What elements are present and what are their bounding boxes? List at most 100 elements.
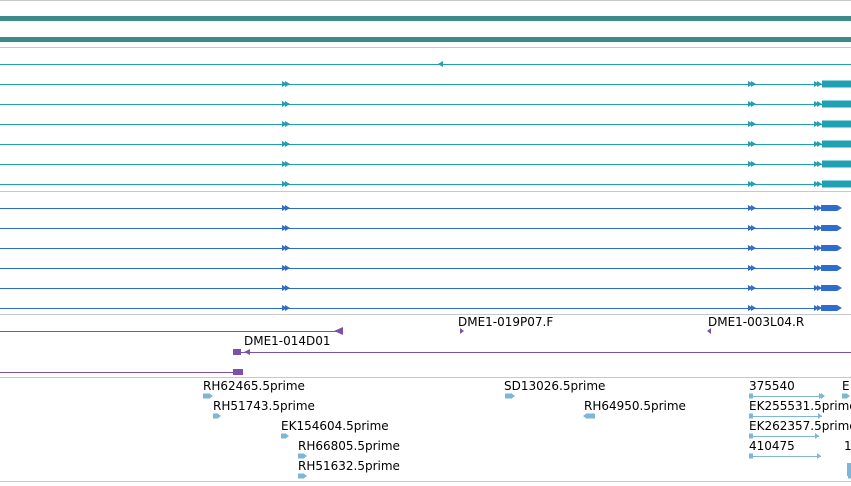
exon-arrow-mark: [244, 349, 250, 355]
exon-arrow-mark: [285, 101, 290, 107]
est-label[interactable]: RH66805.5prime: [298, 439, 400, 453]
exon-arrow-mark: [748, 245, 753, 251]
exon-arrow-mark: [303, 473, 307, 479]
exon-arrow-mark: [837, 285, 842, 291]
exon-arrow-mark: [817, 141, 822, 147]
exon-arrow-mark: [748, 285, 753, 291]
exon-arrow-mark: [748, 101, 753, 107]
est-label[interactable]: EK262357.5prime: [749, 419, 851, 433]
exon-arrow-mark: [837, 205, 842, 211]
est-label[interactable]: SD13026.5prime: [504, 379, 605, 393]
est-label[interactable]: EK154604.5prime: [281, 419, 389, 433]
exon-arrow-mark: [748, 265, 753, 271]
exon-arrow-mark: [282, 141, 287, 147]
exon-block: [821, 305, 837, 311]
exon-arrow-mark: [285, 81, 290, 87]
exon-arrow-mark: [846, 393, 850, 399]
est-label[interactable]: EK255531.5prime: [749, 399, 851, 413]
exon-arrow-mark: [751, 245, 756, 251]
exon-arrow-mark: [282, 285, 287, 291]
exon-arrow-mark: [285, 181, 290, 187]
exon-block: [821, 265, 837, 271]
exon-arrow-mark: [814, 141, 819, 147]
exon-arrow-mark: [748, 181, 753, 187]
est-label[interactable]: 375540: [749, 379, 795, 393]
exon-block: [821, 245, 837, 251]
clone-label[interactable]: DME1-014D01: [244, 334, 331, 348]
exon-arrow-mark: [814, 205, 819, 211]
clone-end-mark: [233, 349, 241, 355]
exon-arrow-mark: [285, 121, 290, 127]
exon-arrow-mark: [751, 225, 756, 231]
exon-arrow-mark: [818, 413, 822, 419]
est-label[interactable]: 1: [844, 439, 851, 453]
exon-arrow-mark: [583, 413, 587, 419]
exon-arrow-mark: [707, 328, 711, 334]
exon-arrow-mark: [817, 121, 822, 127]
exon-arrow-mark: [814, 305, 819, 311]
exon-arrow-mark: [217, 413, 221, 419]
exon-arrow-mark: [814, 181, 819, 187]
exon-block: [822, 100, 851, 108]
clone-label[interactable]: DME1-003L04.R: [708, 315, 804, 329]
est-label[interactable]: RH62465.5prime: [203, 379, 305, 393]
exon-arrow-mark: [814, 121, 819, 127]
exon-arrow-mark: [751, 265, 756, 271]
exon-arrow-mark: [285, 161, 290, 167]
exon-arrow-mark: [285, 141, 290, 147]
exon-block: [822, 180, 851, 188]
est-label[interactable]: RH51743.5prime: [213, 399, 315, 413]
exon-arrow-mark: [748, 121, 753, 127]
est-label[interactable]: RH64950.5prime: [584, 399, 686, 413]
exon-arrow-mark: [814, 285, 819, 291]
exon-block: [822, 160, 851, 168]
est-block: [298, 453, 303, 459]
exon-arrow-mark: [282, 121, 287, 127]
gene-bar: [0, 16, 851, 21]
exon-arrow-mark: [751, 121, 756, 127]
exon-arrow-mark: [282, 265, 287, 271]
clone-end-mark: [233, 369, 243, 375]
exon-arrow-mark: [817, 285, 822, 291]
exon-block: [822, 80, 851, 88]
est-block: [298, 473, 303, 479]
exon-arrow-mark: [282, 101, 287, 107]
exon-arrow-mark: [282, 225, 287, 231]
exon-arrow-mark: [814, 245, 819, 251]
exon-arrow-mark: [814, 81, 819, 87]
exon-arrow-mark: [748, 205, 753, 211]
exon-block: [821, 285, 837, 291]
est-label[interactable]: RH51632.5prime: [298, 459, 400, 473]
est-label[interactable]: 410475: [749, 439, 795, 453]
exon-arrow-mark: [209, 393, 213, 399]
exon-arrow-mark: [285, 245, 290, 251]
exon-arrow-mark: [285, 225, 290, 231]
exon-arrow-mark: [285, 305, 290, 311]
est-block: [505, 393, 511, 399]
exon-arrow-mark: [817, 453, 821, 459]
exon-arrow-mark: [460, 328, 464, 334]
est-block: [587, 413, 595, 419]
exon-arrow-mark: [814, 161, 819, 167]
exon-arrow-mark: [748, 305, 753, 311]
exon-block: [821, 205, 837, 211]
exon-arrow-mark: [821, 393, 825, 399]
exon-arrow-mark: [814, 265, 819, 271]
exon-arrow-mark: [817, 161, 822, 167]
est-block: [842, 393, 846, 399]
exon-arrow-mark: [285, 205, 290, 211]
est-label[interactable]: E: [842, 379, 850, 393]
exon-arrow-mark: [748, 81, 753, 87]
est-block: [847, 463, 851, 476]
exon-arrow-mark: [817, 101, 822, 107]
exon-arrow-mark: [748, 225, 753, 231]
est-block: [213, 413, 217, 419]
clone-label[interactable]: DME1-019P07.F: [458, 315, 553, 329]
exon-arrow-mark: [817, 265, 822, 271]
exon-arrow-mark: [285, 285, 290, 291]
exon-arrow-mark: [282, 245, 287, 251]
exon-arrow-mark: [751, 101, 756, 107]
exon-arrow-mark: [817, 225, 822, 231]
